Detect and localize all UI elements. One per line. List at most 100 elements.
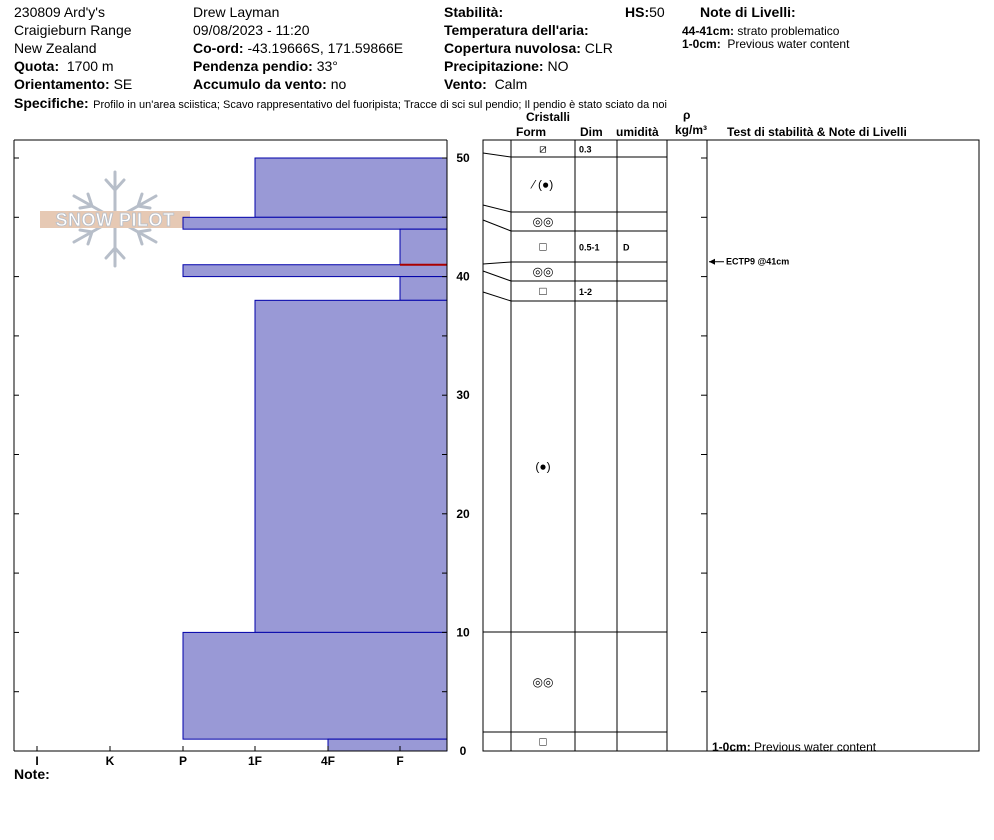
moisture-header: umidità bbox=[616, 125, 659, 139]
layer-grain-form: (●) bbox=[535, 460, 550, 474]
coordinates-label: Co-ord: bbox=[193, 40, 244, 56]
layer-grain-form: ◎◎ bbox=[533, 675, 554, 689]
stability-test-label: ECTP9 @41cm bbox=[726, 257, 789, 267]
hardness-layer-2 bbox=[182, 216, 448, 230]
air-temp-label: Temperatura dell'aria: bbox=[444, 22, 589, 38]
aspect-label: Orientamento: bbox=[14, 76, 110, 92]
bottom-layer-note-range: 1-0cm: bbox=[712, 740, 751, 754]
layer-note-1-text: strato problematico bbox=[737, 24, 840, 38]
size-header: Dim bbox=[580, 125, 603, 139]
layer-grain-size: 1-2 bbox=[579, 287, 592, 297]
layer-grain-size: 0.3 bbox=[579, 145, 592, 155]
aspect: Orientamento: SE bbox=[14, 77, 132, 91]
wind: Vento: Calm bbox=[444, 77, 527, 91]
wind-label: Vento: bbox=[444, 76, 487, 92]
observation-datetime: 09/08/2023 - 11:20 bbox=[193, 22, 310, 38]
depth-tick-label: 40 bbox=[456, 270, 470, 284]
coordinates: Co-ord: -43.19666S, 171.59866E bbox=[193, 41, 403, 55]
layer-note-2-text: Previous water content bbox=[727, 37, 850, 51]
country-name: New Zealand bbox=[14, 40, 97, 56]
layer-grain-form: ◎◎ bbox=[533, 265, 554, 279]
layer-depth-connector bbox=[482, 291, 512, 302]
cloud-cover-label: Copertura nuvolosa: bbox=[444, 40, 581, 56]
crystals-header: Cristalli bbox=[526, 110, 571, 124]
hardness-layer-6 bbox=[254, 299, 448, 633]
hardness-layer-8 bbox=[327, 738, 448, 752]
elevation-label: Quota: bbox=[14, 58, 60, 74]
layer-note-2: 1-0cm: Previous water content bbox=[682, 38, 849, 50]
depth-tick-label: 30 bbox=[456, 388, 470, 402]
slope-angle-label: Pendenza pendio: bbox=[193, 58, 313, 74]
layer-grain-form: □ bbox=[539, 240, 546, 254]
form-header: Form bbox=[516, 125, 546, 139]
wind-loading: Accumulo da vento: no bbox=[193, 77, 346, 91]
layer-table-frame bbox=[482, 139, 980, 752]
coordinates-value: -43.19666S, 171.59866E bbox=[247, 40, 404, 56]
precipitation-value: NO bbox=[547, 58, 569, 74]
specifics-value: Profilo in un'area sciistica; Scavo rapp… bbox=[93, 99, 667, 111]
density-symbol: ρ bbox=[683, 108, 691, 122]
hardness-label: I bbox=[35, 754, 38, 768]
hardness-layer-1 bbox=[254, 157, 448, 218]
layer-grain-form: ◎◎ bbox=[533, 215, 554, 229]
bottom-layer-note-text: Previous water content bbox=[754, 740, 877, 754]
depth-tick-label: 10 bbox=[456, 625, 470, 639]
site-name: 230809 Ard'y's bbox=[14, 4, 105, 20]
hardness-label: 4F bbox=[321, 754, 335, 768]
precipitation-label: Precipitazione: bbox=[444, 58, 544, 74]
wind-value: Calm bbox=[494, 76, 528, 92]
layer-note-1-range: 44-41cm: bbox=[682, 24, 735, 38]
hardness-label: K bbox=[106, 754, 115, 768]
elevation: Quota: 1700 m bbox=[14, 59, 114, 73]
snow-pilot-logo: SNOW PILOT bbox=[40, 170, 190, 268]
elevation-value: 1700 m bbox=[66, 58, 114, 74]
layer-depth-connector bbox=[482, 261, 512, 265]
stability-label: Stabilità: bbox=[444, 4, 504, 20]
wind-loading-label: Accumulo da vento: bbox=[193, 76, 327, 92]
layer-grain-form: ⁄ (●) bbox=[530, 178, 554, 192]
hardness-label: P bbox=[179, 754, 187, 768]
layer-depth-connector bbox=[482, 270, 512, 282]
wind-loading-value: no bbox=[330, 76, 347, 92]
cloud-cover-value: CLR bbox=[584, 40, 613, 56]
layer-grain-size: 0.5-1 bbox=[579, 243, 600, 253]
layer-note-1: 44-41cm: strato problematico bbox=[682, 25, 839, 37]
layer-note-2-range: 1-0cm: bbox=[682, 37, 721, 51]
layer-moisture: D bbox=[623, 243, 630, 253]
hardness-label: F bbox=[396, 754, 403, 768]
layer-notes-title: Note di Livelli: bbox=[700, 4, 796, 20]
tests-header: Test di stabilità & Note di Livelli bbox=[727, 125, 907, 139]
hardness-layer-5 bbox=[399, 276, 448, 301]
slope-angle: Pendenza pendio: 33° bbox=[193, 59, 338, 73]
specifics: Specifiche: Profilo in un'area sciistica… bbox=[14, 96, 667, 112]
bottom-layer-note: 1-0cm: Previous water content bbox=[712, 741, 876, 753]
snow-height-value: 50 bbox=[649, 4, 665, 20]
depth-tick-label: 0 bbox=[460, 744, 467, 758]
stability-test-arrowhead bbox=[709, 258, 715, 265]
density-unit: kg/m³ bbox=[675, 123, 708, 137]
range-name: Craigieburn Range bbox=[14, 22, 132, 38]
layer-depth-connector bbox=[482, 152, 512, 158]
hardness-layer-7 bbox=[182, 631, 448, 740]
layer-grain-form: □ bbox=[539, 284, 546, 298]
depth-tick-label: 50 bbox=[456, 151, 470, 165]
snow-height: HS:50 bbox=[625, 5, 665, 19]
logo-text: SNOW PILOT bbox=[56, 210, 175, 230]
hardness-label: 1F bbox=[248, 754, 262, 768]
depth-tick-label: 20 bbox=[456, 507, 470, 521]
specifics-label: Specifiche: bbox=[14, 95, 89, 111]
snow-height-label: HS: bbox=[625, 4, 650, 20]
hardness-layer-3 bbox=[399, 228, 448, 266]
layer-depth-connector bbox=[482, 219, 512, 232]
layer-depth-connector bbox=[482, 204, 512, 213]
note-label: Note: bbox=[14, 766, 50, 782]
slope-angle-value: 33° bbox=[316, 58, 338, 74]
aspect-value: SE bbox=[113, 76, 133, 92]
layer-grain-form: □ bbox=[539, 735, 546, 749]
layer-grain-form: ⧄ bbox=[539, 142, 547, 156]
observer-name: Drew Layman bbox=[193, 4, 280, 20]
precipitation: Precipitazione: NO bbox=[444, 59, 568, 73]
cloud-cover: Copertura nuvolosa: CLR bbox=[444, 41, 613, 55]
hardness-layer-4 bbox=[182, 264, 448, 278]
